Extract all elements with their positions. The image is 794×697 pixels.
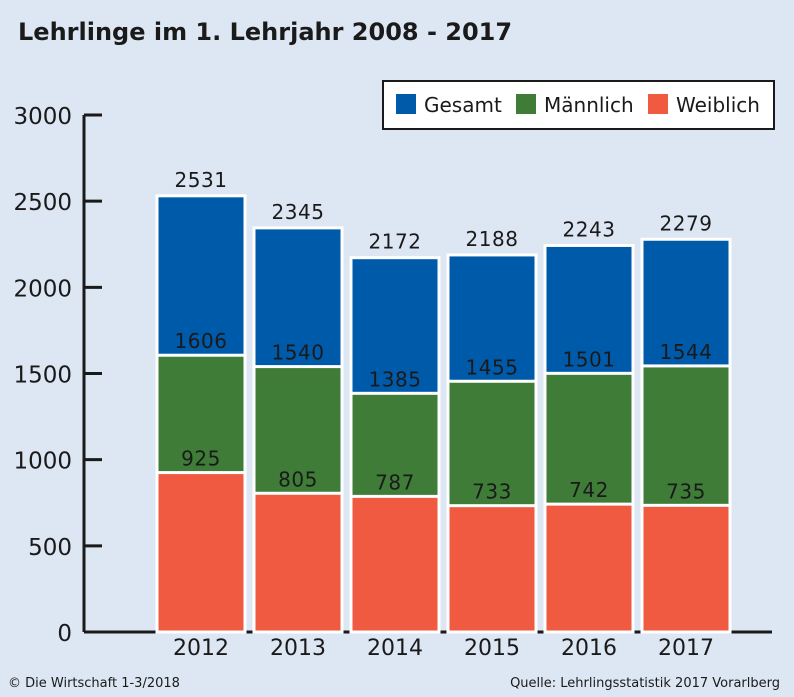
legend-label-weiblich: Weiblich — [676, 93, 760, 117]
data-label-weiblich-2017: 735 — [666, 479, 706, 503]
legend-label-gesamt: Gesamt — [424, 93, 502, 117]
data-label-weiblich-2015: 733 — [472, 480, 512, 504]
bar-group-2013: 2345 1540 805 — [252, 200, 344, 634]
data-label-männlich-2017: 1544 — [660, 340, 713, 364]
y-tick-label: 2000 — [13, 276, 72, 302]
data-label-gesamt-2015: 2188 — [466, 227, 519, 251]
data-label-gesamt-2017: 2279 — [660, 211, 713, 235]
bar-weiblich-2012 — [155, 471, 247, 634]
source-note: Quelle: Lehrlingsstatistik 2017 Vorarlbe… — [510, 676, 780, 691]
y-tick-label: 1000 — [13, 449, 72, 475]
bar-weiblich-2013 — [252, 491, 344, 634]
bars: 2531 1606 925 2345 1540 805 2172 1385 787 2188 145… — [155, 168, 732, 634]
data-label-gesamt-2016: 2243 — [563, 217, 616, 241]
data-label-weiblich-2014: 787 — [375, 470, 415, 494]
data-label-männlich-2016: 1501 — [563, 347, 616, 371]
legend-box — [382, 80, 775, 130]
legend: Gesamt Männlich Weiblich — [382, 80, 775, 130]
data-label-männlich-2015: 1455 — [466, 355, 519, 379]
x-tick-label: 2016 — [561, 636, 617, 661]
bar-weiblich-2016 — [543, 502, 635, 634]
bar-weiblich-2015 — [446, 504, 538, 634]
data-label-gesamt-2012: 2531 — [175, 168, 228, 192]
x-tick-label: 2015 — [464, 636, 520, 661]
x-tick-label: 2012 — [173, 636, 229, 661]
data-label-gesamt-2013: 2345 — [272, 200, 325, 224]
data-label-männlich-2013: 1540 — [272, 341, 325, 365]
bar-group-2014: 2172 1385 787 — [349, 230, 441, 634]
data-label-männlich-2014: 1385 — [369, 367, 422, 391]
y-tick-label: 500 — [28, 535, 72, 561]
bar-weiblich-2014 — [349, 494, 441, 634]
legend-swatch-männlich — [516, 94, 536, 114]
bar-weiblich-2017 — [640, 503, 732, 634]
data-label-weiblich-2013: 805 — [278, 467, 318, 491]
copyright-note: © Die Wirtschaft 1-3/2018 — [8, 676, 180, 691]
y-tick-label: 3000 — [13, 104, 72, 130]
bar-group-2015: 2188 1455 733 — [446, 227, 538, 634]
x-tick-label: 2017 — [658, 636, 714, 661]
x-axis: 2012 2013 2014 2015 2016 2017 — [84, 630, 772, 661]
data-label-weiblich-2016: 742 — [569, 478, 609, 502]
legend-swatch-weiblich — [648, 94, 668, 114]
y-tick-label: 0 — [57, 621, 72, 647]
chart-title: Lehrlinge im 1. Lehrjahr 2008 - 2017 — [18, 18, 513, 46]
data-label-weiblich-2012: 925 — [181, 447, 221, 471]
bar-group-2012: 2531 1606 925 — [155, 168, 247, 634]
legend-swatch-gesamt — [396, 94, 416, 114]
y-tick-label: 2500 — [13, 190, 72, 216]
bar-group-2017: 2279 1544 735 — [640, 211, 732, 634]
legend-label-männlich: Männlich — [544, 93, 634, 117]
x-tick-label: 2014 — [367, 636, 423, 661]
y-tick-label: 1500 — [13, 363, 72, 389]
data-label-gesamt-2014: 2172 — [369, 230, 422, 254]
bar-group-2016: 2243 1501 742 — [543, 217, 635, 634]
y-axis: 0 500 1000 1500 2000 2500 3000 — [13, 104, 102, 647]
x-tick-label: 2013 — [270, 636, 326, 661]
data-label-männlich-2012: 1606 — [175, 329, 228, 353]
